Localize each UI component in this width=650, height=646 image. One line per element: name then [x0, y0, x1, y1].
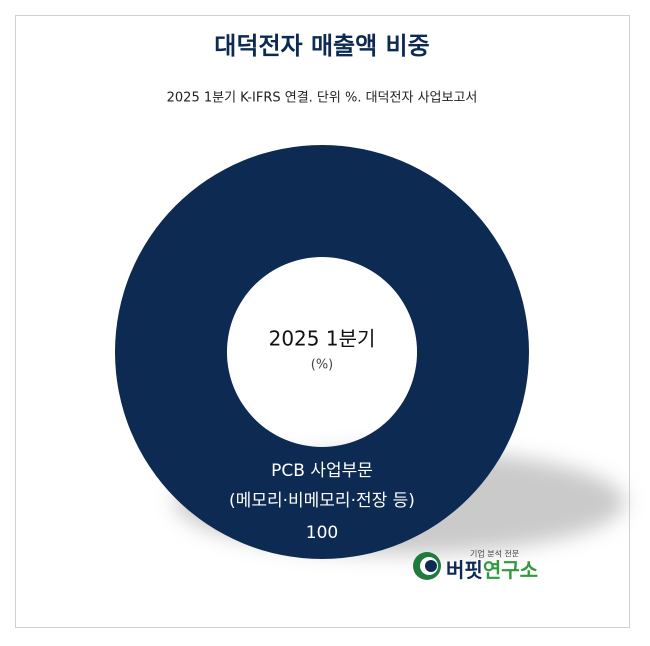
- chart-subtitle: 2025 1분기 K-IFRS 연결. 단위 %. 대덕전자 사업보고서: [167, 91, 478, 106]
- plot: [115, 145, 529, 559]
- logo-tagline: 기업 분석 전문: [470, 549, 519, 559]
- chart-title: 대덕전자 매출액 비중: [214, 32, 429, 60]
- logo: 기업 분석 전문 버핏연구소: [413, 549, 538, 582]
- logo-name: 버핏연구소: [446, 558, 538, 582]
- value-label: 100: [306, 523, 338, 543]
- center-sublabel: (%): [311, 358, 334, 373]
- logo-name-second: 연구소: [483, 558, 538, 582]
- center-label: 2025 1분기: [269, 327, 376, 351]
- slice-label: PCB 사업부문: [271, 461, 373, 481]
- logo-icon: [425, 560, 437, 572]
- slice: [115, 145, 529, 559]
- logo-name-first: 버핏: [446, 558, 483, 582]
- slice-detail: (메모리·비메모리·전장 등): [229, 491, 415, 511]
